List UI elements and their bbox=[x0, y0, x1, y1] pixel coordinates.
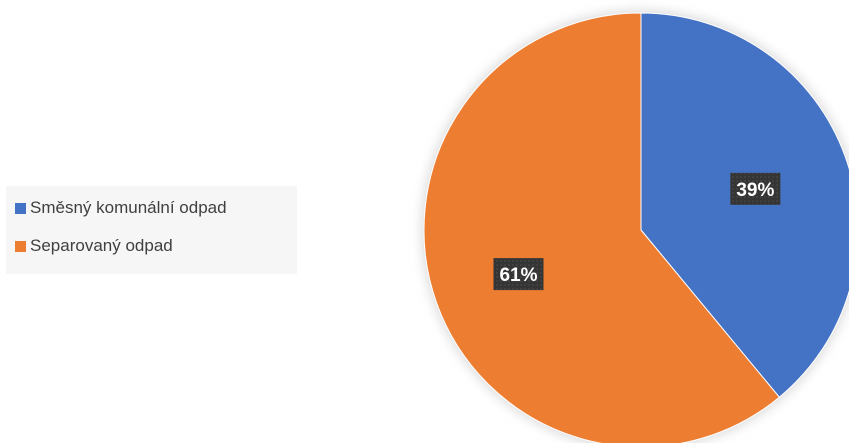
legend-label-mixed-waste: Směsný komunální odpad bbox=[30, 198, 227, 217]
legend: Směsný komunální odpad Separovaný odpad bbox=[6, 186, 297, 274]
legend-swatch-mixed-waste bbox=[15, 202, 26, 214]
data-label-mixed-waste: 39% bbox=[730, 172, 781, 205]
legend-swatch-separated-waste bbox=[15, 240, 26, 252]
data-label-separated-waste: 61% bbox=[493, 258, 544, 291]
data-label-text: 61% bbox=[499, 265, 537, 286]
legend-item-separated-waste: Separovaný odpad bbox=[15, 234, 297, 258]
data-label-box bbox=[493, 258, 544, 291]
legend-label-separated-waste: Separovaný odpad bbox=[30, 236, 173, 255]
legend-item-mixed-waste: Směsný komunální odpad bbox=[15, 196, 297, 220]
slice-mixed-waste bbox=[640, 12, 849, 398]
data-label-box bbox=[730, 172, 781, 205]
slice-separated-waste bbox=[423, 12, 781, 443]
data-label-text: 39% bbox=[736, 180, 774, 201]
